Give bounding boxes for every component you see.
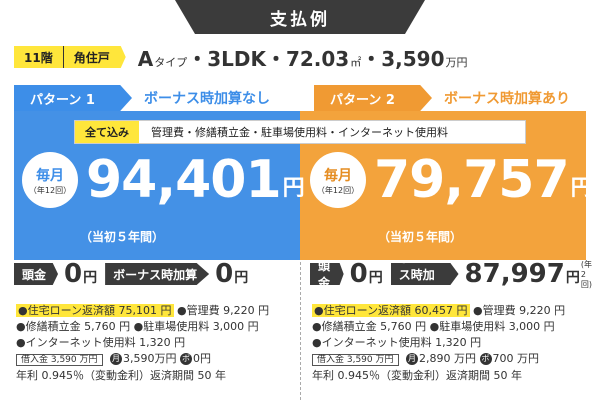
monthly-label: 毎月 bbox=[324, 167, 352, 184]
monthly-note: （年12回） bbox=[316, 185, 360, 195]
bonus-note: (年2回) bbox=[580, 259, 592, 289]
management-fee: ●管理費 9,220 円 bbox=[177, 304, 270, 317]
price-value: ・3,590 bbox=[361, 46, 445, 71]
pattern-1-details: ●住宅ローン返済額 75,101 円 ●管理費 9,220 円 ●修繕積立金 5… bbox=[16, 303, 298, 384]
pattern-2-header: パターン 2 ボーナス時加算あり bbox=[314, 85, 570, 111]
pattern-2-subtitle: ボーナス時加算あり bbox=[444, 91, 570, 107]
month-icon: 月 bbox=[406, 353, 418, 365]
area-unit: ㎡ bbox=[350, 55, 362, 69]
parking-fee: ●駐車場使用料 3,000 円 bbox=[133, 320, 259, 333]
monthly-amount-value: 79,757 bbox=[374, 150, 570, 210]
monthly-badge: 毎月 （年12回） bbox=[310, 152, 366, 208]
pattern-2-label: パターン 2 bbox=[314, 85, 432, 111]
borrow-amount: 借入金 3,590 万円 bbox=[312, 354, 399, 366]
loan-repayment: ●住宅ローン返済額 75,101 円 bbox=[16, 304, 174, 317]
month-borrow: 2,890 万円 bbox=[419, 352, 476, 365]
pattern-1-monthly: 毎月 （年12回） 94,401 円 bbox=[22, 150, 305, 210]
month-icon: 月 bbox=[110, 353, 122, 365]
monthly-amount-yen: 円 bbox=[570, 176, 593, 201]
repair-reserve: ●修繕積立金 5,760 円 bbox=[16, 320, 131, 333]
all-in-text: 管理費・修繕積立金・駐車場使用料・インターネット使用料 bbox=[151, 126, 448, 139]
repair-reserve: ●修繕積立金 5,760 円 bbox=[312, 320, 427, 333]
loan-repayment: ●住宅ローン返済額 60,457 円 bbox=[312, 304, 470, 317]
bonus-value: 0 円 bbox=[215, 259, 248, 289]
monthly-amount-yen: 円 bbox=[282, 176, 305, 201]
pattern-1-subtitle: ボーナス時加算なし bbox=[144, 91, 270, 107]
price-unit: 万円 bbox=[445, 55, 468, 69]
bonus-tag: ボーナス時加算 bbox=[390, 263, 459, 285]
type-letter: A bbox=[137, 46, 154, 71]
bonus-icon: ボ bbox=[180, 353, 192, 365]
down-payment-tag: 頭金 bbox=[310, 263, 344, 285]
down-payment-value: 0 円 bbox=[350, 259, 383, 289]
monthly-amount: 79,757 円 bbox=[374, 150, 593, 210]
bonus-value: 87,997 円 (年2回) bbox=[465, 259, 592, 290]
parking-fee: ●駐車場使用料 3,000 円 bbox=[429, 320, 555, 333]
pattern-1-header: パターン 1 ボーナス時加算なし bbox=[14, 85, 270, 111]
pattern-1-downpayment-row: 頭金 0 円 ボーナス時加算 0 円 bbox=[14, 259, 256, 289]
monthly-amount-value: 94,401 bbox=[86, 150, 282, 210]
interest-rate: 年利 0.945％（変動金利）返済期間 50 年 bbox=[16, 369, 226, 382]
pattern-1-period: （当初５年間） bbox=[80, 230, 165, 244]
position-tag: 角住戸 bbox=[63, 46, 126, 68]
bonus-tag: ボーナス時加算 bbox=[105, 263, 210, 285]
unit-spec: A タイプ ・3LDK・72.03 ㎡ ・3,590 万円 bbox=[138, 43, 468, 72]
floor-tag: 11階 bbox=[14, 46, 64, 68]
monthly-badge: 毎月 （年12回） bbox=[22, 152, 78, 208]
type-suffix: タイプ bbox=[154, 55, 188, 69]
pattern-2-monthly: 毎月 （年12回） 79,757 円 bbox=[310, 150, 593, 210]
page-title: 支払例 bbox=[175, 0, 425, 34]
column-divider bbox=[300, 262, 301, 400]
monthly-note: （年12回） bbox=[28, 185, 72, 195]
down-payment-number: 0 bbox=[349, 259, 368, 289]
pattern-1-label: パターン 1 bbox=[14, 85, 132, 111]
bonus-yen: 円 bbox=[234, 270, 249, 286]
month-borrow: 3,590万円 bbox=[123, 352, 177, 365]
down-payment-yen: 円 bbox=[83, 270, 98, 286]
pattern-2-details: ●住宅ローン返済額 60,457 円 ●管理費 9,220 円 ●修繕積立金 5… bbox=[312, 303, 596, 384]
down-payment-yen: 円 bbox=[368, 270, 383, 286]
bonus-borrow: 0円 bbox=[193, 352, 211, 365]
bonus-icon: ボ bbox=[479, 353, 492, 365]
down-payment-tag: 頭金 bbox=[14, 263, 59, 285]
unit-summary: 11階 角住戸 A タイプ ・3LDK・72.03 ㎡ ・3,590 万円 bbox=[14, 43, 468, 72]
interest-rate: 年利 0.945％（変動金利）返済期間 50 年 bbox=[312, 369, 522, 382]
bonus-number: 87,997 bbox=[464, 258, 565, 289]
bonus-number: 0 bbox=[215, 259, 234, 289]
pattern-2-downpayment-row: 頭金 0 円 ボーナス時加算 87,997 円 (年2回) bbox=[310, 259, 600, 289]
monthly-label: 毎月 bbox=[36, 167, 64, 184]
internet-fee: ●インターネット使用料 1,320 円 bbox=[312, 336, 482, 349]
bonus-yen: 円 bbox=[565, 269, 580, 286]
internet-fee: ●インターネット使用料 1,320 円 bbox=[16, 336, 186, 349]
down-payment-number: 0 bbox=[64, 259, 83, 289]
all-in-banner: 全て込み 管理費・修繕積立金・駐車場使用料・インターネット使用料 bbox=[74, 120, 526, 144]
all-in-tag: 全て込み bbox=[75, 121, 139, 143]
layout-area: ・3LDK・72.03 bbox=[187, 46, 350, 71]
management-fee: ●管理費 9,220 円 bbox=[473, 304, 566, 317]
monthly-amount: 94,401 円 bbox=[86, 150, 305, 210]
borrow-amount: 借入金 3,590 万円 bbox=[16, 354, 103, 366]
bonus-borrow: 700 万円 bbox=[492, 352, 540, 365]
pattern-2-period: （当初５年間） bbox=[378, 230, 463, 244]
down-payment-value: 0 円 bbox=[64, 259, 97, 289]
